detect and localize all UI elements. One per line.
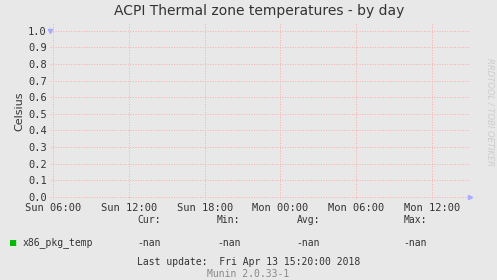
Text: RRDTOOL / TOBI OETIKER: RRDTOOL / TOBI OETIKER (486, 58, 495, 166)
Text: -nan: -nan (296, 238, 320, 248)
Text: x86_pkg_temp: x86_pkg_temp (22, 237, 93, 248)
Text: -nan: -nan (137, 238, 161, 248)
Text: Munin 2.0.33-1: Munin 2.0.33-1 (207, 269, 290, 279)
Text: ■: ■ (10, 238, 16, 248)
Text: -nan: -nan (217, 238, 241, 248)
Title: ACPI Thermal zone temperatures - by day: ACPI Thermal zone temperatures - by day (114, 4, 405, 18)
Text: -nan: -nan (403, 238, 427, 248)
Text: Avg:: Avg: (296, 215, 320, 225)
Text: Last update:  Fri Apr 13 15:20:00 2018: Last update: Fri Apr 13 15:20:00 2018 (137, 256, 360, 267)
Text: Max:: Max: (403, 215, 427, 225)
Text: Cur:: Cur: (137, 215, 161, 225)
Text: Min:: Min: (217, 215, 241, 225)
Y-axis label: Celsius: Celsius (14, 92, 24, 131)
